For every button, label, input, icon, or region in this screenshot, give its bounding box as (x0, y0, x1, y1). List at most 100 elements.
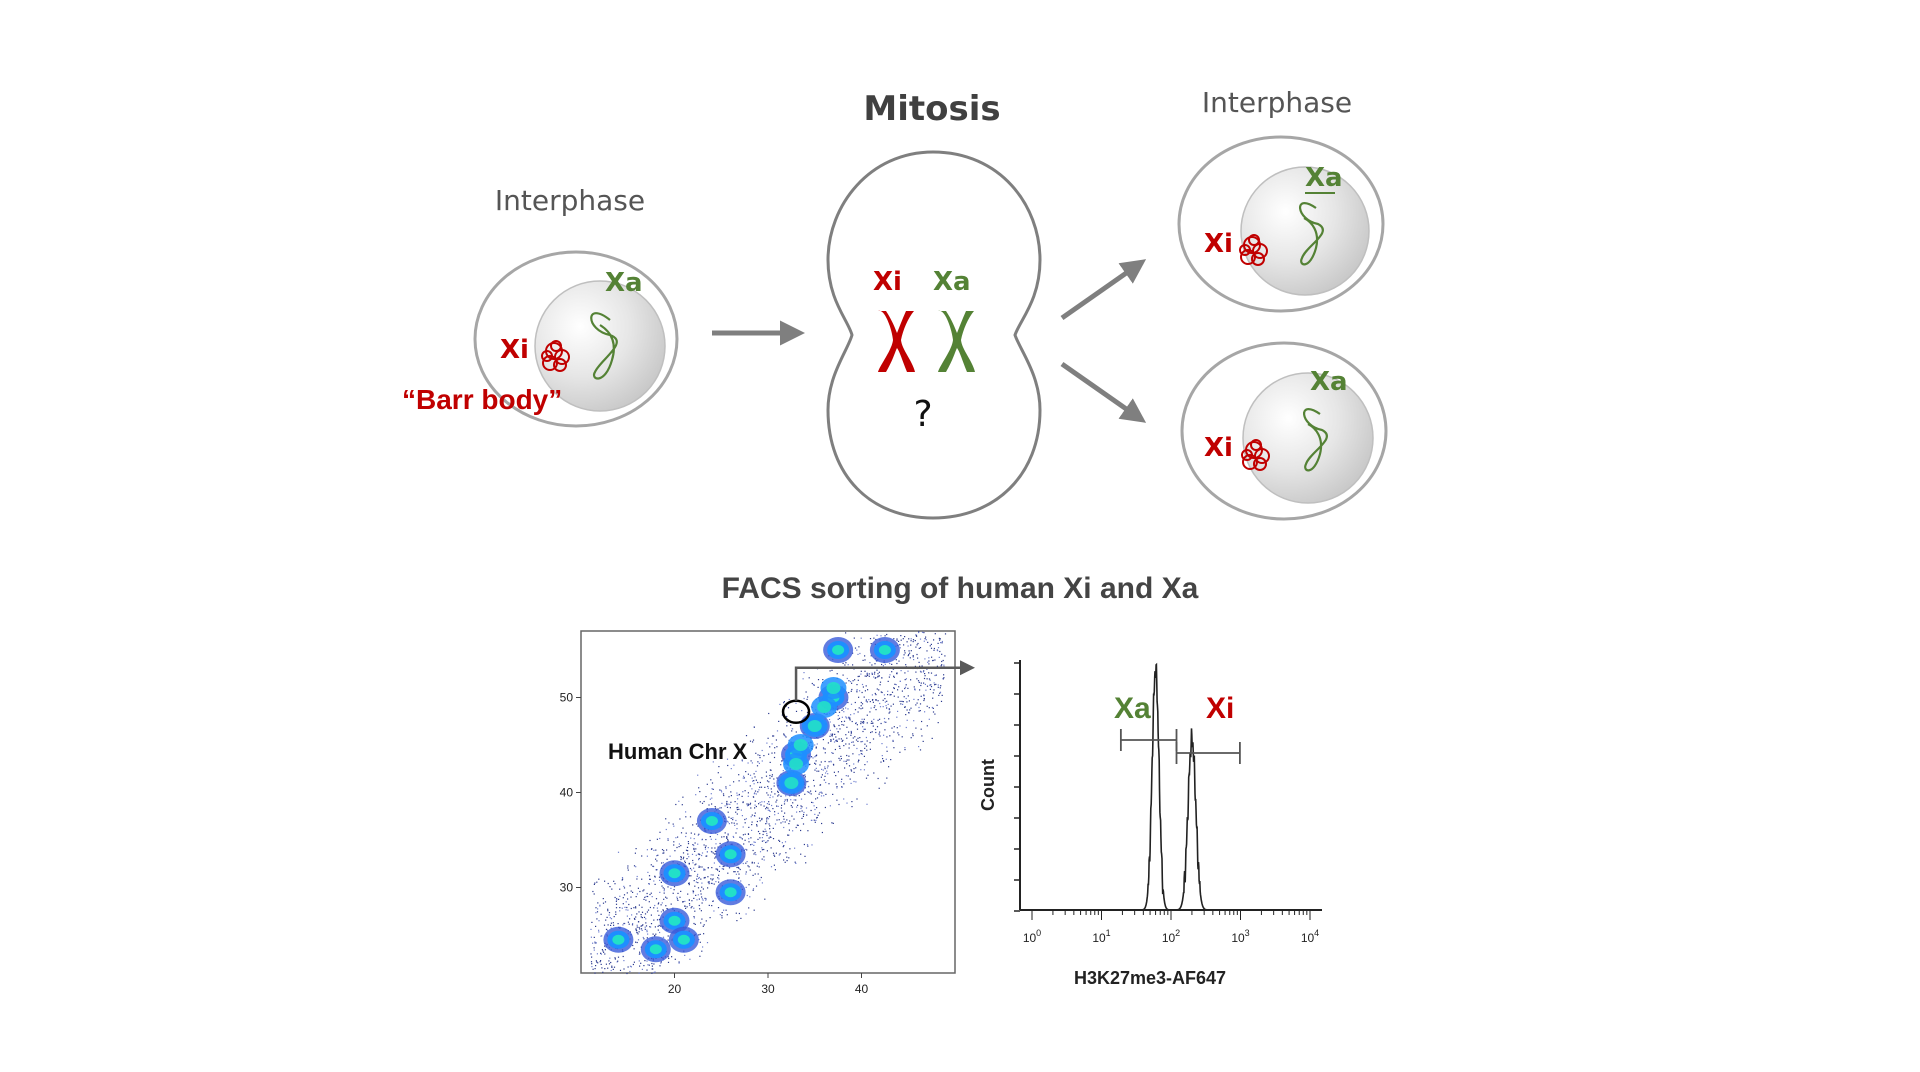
background-event (926, 650, 928, 652)
background-event (718, 874, 720, 876)
background-event (608, 914, 610, 916)
background-event (848, 759, 850, 761)
background-event (769, 769, 771, 771)
background-event (870, 707, 872, 709)
background-event (728, 796, 730, 798)
background-event (627, 909, 629, 911)
background-event (727, 872, 729, 874)
histogram-xi-label: Xi (1206, 692, 1234, 725)
background-event (686, 906, 688, 908)
background-event (757, 754, 759, 756)
background-event (800, 807, 802, 810)
background-event (707, 887, 709, 889)
background-event (594, 882, 596, 884)
background-event (756, 765, 759, 767)
background-event (590, 961, 593, 963)
background-event (802, 823, 805, 825)
background-event (801, 810, 803, 812)
background-event (886, 707, 888, 709)
background-event (752, 739, 755, 741)
background-event (883, 760, 885, 762)
background-event (625, 909, 627, 911)
background-event (656, 869, 658, 871)
background-event (747, 803, 749, 805)
background-event (662, 936, 665, 938)
background-event (635, 906, 637, 908)
background-event (663, 890, 665, 892)
background-event (924, 658, 926, 660)
background-event (719, 807, 721, 809)
background-event (827, 765, 829, 767)
background-event (838, 711, 841, 713)
background-event (926, 668, 928, 670)
background-event (865, 736, 867, 739)
background-event (591, 966, 593, 968)
background-event (867, 689, 869, 691)
background-event (709, 836, 711, 838)
background-event (938, 656, 940, 658)
background-event (738, 877, 740, 879)
background-event (699, 801, 701, 803)
background-event (690, 837, 692, 839)
background-event (691, 900, 693, 902)
background-event (663, 888, 665, 890)
background-event (894, 683, 896, 685)
background-event (751, 762, 753, 764)
background-event (659, 837, 661, 840)
background-event (720, 789, 722, 792)
background-event (899, 647, 901, 649)
background-event (786, 819, 788, 821)
background-event (708, 804, 710, 806)
background-event (819, 764, 821, 766)
background-event (912, 641, 914, 643)
background-event (641, 911, 644, 913)
background-event (728, 823, 730, 825)
background-event (865, 700, 867, 702)
background-event (875, 699, 877, 701)
background-event (643, 898, 645, 900)
background-event (869, 711, 871, 713)
background-event (741, 759, 743, 761)
background-event (905, 684, 907, 686)
background-event (804, 776, 806, 778)
scatter-y-tick-40: 40 (560, 786, 574, 800)
background-event (597, 908, 599, 910)
background-event (753, 726, 755, 728)
background-event (900, 670, 902, 672)
background-event (689, 875, 691, 877)
background-event (649, 906, 651, 909)
background-event (695, 794, 697, 796)
background-event (781, 842, 783, 844)
background-event (594, 942, 596, 944)
background-event (821, 774, 823, 776)
mitosis-xi-label: Xi (873, 267, 902, 297)
background-event (783, 734, 785, 736)
background-event (754, 841, 756, 843)
background-event (594, 972, 596, 974)
background-event (756, 820, 758, 823)
background-event (706, 783, 708, 785)
background-event (711, 867, 713, 869)
background-event (866, 740, 868, 742)
background-event (639, 890, 641, 893)
background-event (760, 876, 762, 879)
background-event (848, 731, 850, 733)
background-event (734, 801, 736, 803)
background-event (870, 655, 872, 657)
background-event (674, 958, 676, 960)
background-event (819, 784, 822, 786)
background-event (774, 823, 777, 825)
background-event (850, 734, 852, 736)
background-event (934, 674, 936, 677)
background-event (778, 854, 780, 856)
background-event (745, 818, 747, 820)
background-event (636, 930, 638, 932)
background-event (835, 783, 837, 785)
background-event (935, 674, 937, 676)
background-event (913, 698, 915, 700)
background-event (701, 886, 703, 888)
background-event (796, 811, 798, 813)
background-event (806, 844, 809, 846)
background-event (601, 949, 603, 951)
background-event (849, 778, 851, 780)
